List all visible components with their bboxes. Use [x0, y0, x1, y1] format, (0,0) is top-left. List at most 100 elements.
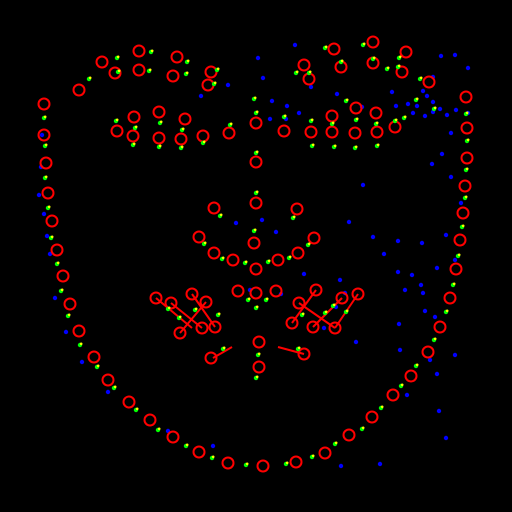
paired-point — [359, 426, 365, 432]
point-tip — [397, 64, 401, 68]
paired-point — [45, 205, 51, 211]
paired-point — [132, 125, 138, 131]
landmark-ring — [348, 126, 362, 140]
scatter-dot — [443, 232, 449, 238]
point-tip — [457, 253, 461, 257]
paired-point — [299, 312, 305, 318]
landmark-ring — [290, 202, 304, 216]
scatter-dot — [105, 389, 111, 395]
point-tip — [253, 96, 257, 100]
paired-point — [113, 118, 119, 124]
landmark-ring — [72, 324, 86, 338]
scatter-dot — [273, 229, 279, 235]
connector-lines-layer — [155, 289, 359, 359]
paired-point — [373, 121, 379, 127]
point-tip — [331, 121, 335, 125]
landmark-ring — [152, 105, 166, 119]
paired-point — [332, 441, 338, 447]
landmark-ring — [208, 320, 222, 334]
paired-point — [265, 259, 271, 265]
paired-point — [41, 115, 47, 121]
scatter-dot — [296, 110, 302, 116]
point-tip — [285, 461, 289, 465]
landmark-ring — [199, 295, 213, 309]
scatter-dot — [439, 151, 445, 157]
paired-point — [413, 97, 419, 103]
scatter-dots-layer — [36, 42, 471, 469]
scatter-dot — [443, 435, 449, 441]
scatter-dot — [267, 116, 273, 122]
point-tip — [354, 145, 358, 149]
paired-point — [209, 455, 215, 461]
scatter-dot — [334, 91, 340, 97]
paired-point — [455, 253, 461, 259]
point-tip — [247, 297, 251, 301]
point-tip — [211, 455, 215, 459]
connector-line — [191, 293, 216, 328]
point-tip — [150, 49, 154, 53]
landmark-ring — [127, 110, 141, 124]
landmark-ring — [222, 126, 236, 140]
paired-point — [200, 140, 206, 146]
point-tip — [56, 261, 60, 265]
landmark-ring — [351, 287, 365, 301]
scatter-dot — [233, 220, 239, 226]
point-tip — [255, 190, 259, 194]
landmark-ring — [207, 246, 221, 260]
scatter-dot — [436, 408, 442, 414]
scatter-dot — [438, 53, 444, 59]
landmark-rings-layer — [37, 35, 474, 473]
landmark-ring — [37, 97, 51, 111]
landmark-ring — [207, 201, 221, 215]
paired-point — [413, 363, 419, 369]
point-tip — [44, 143, 48, 147]
paired-point — [374, 143, 380, 149]
paired-point — [352, 145, 358, 151]
point-tip — [394, 118, 398, 122]
paired-point — [179, 127, 185, 133]
paired-point — [253, 190, 259, 196]
point-tip — [257, 352, 261, 356]
paired-point — [306, 70, 312, 76]
point-tip — [219, 213, 223, 217]
point-tip — [265, 297, 269, 301]
point-tip — [96, 364, 100, 368]
landmark-ring — [249, 196, 263, 210]
landmark-ring — [95, 55, 109, 69]
paired-point — [263, 297, 269, 303]
paired-point — [219, 256, 225, 262]
point-tip — [117, 69, 121, 73]
paired-point — [156, 144, 162, 150]
landmark-ring — [365, 410, 379, 424]
point-tip — [253, 228, 257, 232]
landmark-ring — [328, 321, 342, 335]
scatter-dot — [420, 88, 426, 94]
landmark-ring — [366, 35, 380, 49]
paired-point — [253, 150, 259, 156]
landmark-ring — [307, 231, 321, 245]
paired-point — [201, 241, 207, 247]
point-tip — [194, 307, 198, 311]
point-tip — [244, 260, 248, 264]
point-tip — [372, 56, 376, 60]
paired-point — [215, 312, 221, 318]
point-tip — [311, 454, 315, 458]
scatter-dot — [36, 192, 42, 198]
landmark-ring — [269, 284, 283, 298]
landmark-ring — [164, 296, 178, 310]
point-tip — [255, 305, 259, 309]
point-tip — [308, 70, 312, 74]
point-tip — [400, 383, 404, 387]
paired-point — [217, 213, 223, 219]
paired-point — [401, 115, 407, 121]
paired-point — [251, 228, 257, 234]
paired-point — [431, 106, 437, 112]
scatter-dot — [41, 211, 47, 217]
paired-point — [176, 315, 182, 321]
scatter-dot — [321, 325, 327, 331]
point-tip — [202, 140, 206, 144]
paired-point — [283, 461, 289, 467]
paired-point — [94, 364, 100, 370]
paired-point — [146, 68, 152, 74]
scatter-dot — [404, 392, 410, 398]
